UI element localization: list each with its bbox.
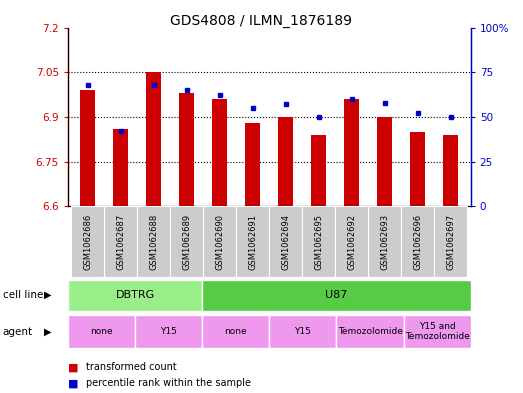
Text: GSM1062693: GSM1062693 [380,214,390,270]
Bar [278,117,293,206]
Text: GSM1062686: GSM1062686 [83,213,92,270]
Text: GSM1062691: GSM1062691 [248,214,257,270]
Text: GSM1062687: GSM1062687 [116,213,126,270]
Text: GSM1062689: GSM1062689 [183,214,191,270]
Text: transformed count: transformed count [86,362,177,373]
Bar [202,316,269,348]
Text: none: none [90,327,113,336]
Text: Y15: Y15 [294,327,311,336]
Bar [335,206,368,277]
Bar [269,206,302,277]
Bar [135,316,202,348]
Text: GSM1062697: GSM1062697 [447,214,456,270]
Bar [336,316,404,348]
Bar [212,99,228,206]
Bar [68,279,202,311]
Bar [368,206,401,277]
Text: DBTRG: DBTRG [116,290,155,300]
Bar [245,123,260,206]
Bar [113,129,128,206]
Text: GDS4808 / ILMN_1876189: GDS4808 / ILMN_1876189 [170,14,353,28]
Text: GSM1062694: GSM1062694 [281,214,290,270]
Text: ■: ■ [68,362,78,373]
Text: GSM1062688: GSM1062688 [149,213,158,270]
Bar [435,206,468,277]
Text: ▶: ▶ [44,290,52,300]
Bar [81,90,95,206]
Bar [345,99,359,206]
Text: GSM1062696: GSM1062696 [413,214,423,270]
Bar [203,206,236,277]
Bar [236,206,269,277]
Bar [378,117,392,206]
Bar [68,316,135,348]
Bar [202,279,471,311]
Text: GSM1062690: GSM1062690 [215,214,224,270]
Bar [170,206,203,277]
Bar [401,206,435,277]
Text: U87: U87 [325,290,348,300]
Bar [104,206,138,277]
Text: Temozolomide: Temozolomide [337,327,403,336]
Text: Y15 and
Temozolomide: Y15 and Temozolomide [405,322,470,342]
Text: Y15: Y15 [160,327,177,336]
Text: none: none [224,327,247,336]
Text: GSM1062695: GSM1062695 [314,214,323,270]
Bar [302,206,335,277]
Text: ■: ■ [68,378,78,388]
Text: ▶: ▶ [44,327,52,337]
Text: percentile rank within the sample: percentile rank within the sample [86,378,251,388]
Text: GSM1062692: GSM1062692 [347,214,356,270]
Text: cell line: cell line [3,290,43,300]
Bar [146,72,161,206]
Bar [404,316,471,348]
Bar [138,206,170,277]
Bar [179,93,194,206]
Bar [411,132,425,206]
Bar [269,316,336,348]
Text: agent: agent [3,327,33,337]
Bar [71,206,104,277]
Bar [444,135,458,206]
Bar [311,135,326,206]
